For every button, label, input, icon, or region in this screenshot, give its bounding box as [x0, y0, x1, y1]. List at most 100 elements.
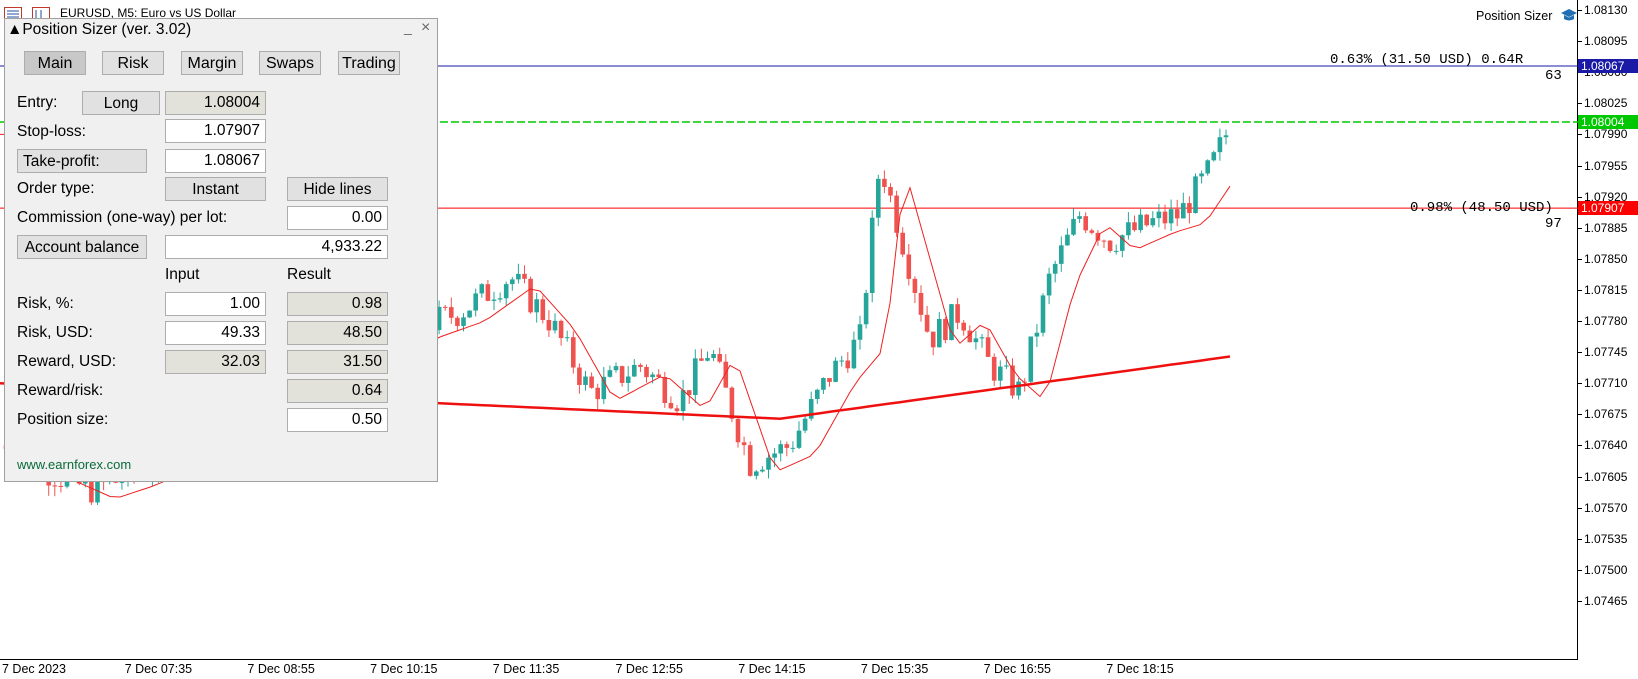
candle-body: [839, 360, 844, 362]
expert-name-label[interactable]: Position Sizer: [1476, 8, 1578, 23]
time-tick-label: 7 Dec 08:55: [247, 662, 315, 676]
candle-body: [497, 298, 503, 300]
candle-body: [1065, 234, 1070, 246]
candle-body: [827, 378, 832, 382]
price-tick-label: 1.08130: [1584, 3, 1628, 17]
candle-body: [711, 353, 716, 359]
order-type-button[interactable]: Instant: [165, 177, 266, 201]
input-column-header: Input: [165, 266, 200, 283]
candle-body: [1211, 152, 1217, 161]
position-size-label: Position size:: [17, 411, 109, 428]
hide-lines-button[interactable]: Hide lines: [287, 177, 388, 201]
candle-body: [900, 232, 905, 255]
panel-title[interactable]: ▲Position Sizer (ver. 3.02): [7, 21, 191, 39]
candle-body: [632, 364, 637, 377]
risk-percent-label: Risk, %:: [17, 295, 74, 312]
candle-body: [552, 320, 558, 331]
candle-body: [540, 299, 546, 320]
candle-body: [1174, 209, 1180, 219]
candle-body: [436, 306, 442, 331]
candle-body: [1040, 295, 1046, 333]
tab-swaps[interactable]: Swaps: [259, 51, 321, 75]
candle-body: [729, 387, 735, 419]
tab-trading[interactable]: Trading: [338, 51, 400, 75]
position-size-field[interactable]: 0.50: [287, 408, 388, 432]
candle-body: [1156, 211, 1162, 219]
candle-body: [1132, 222, 1137, 231]
candle-body: [955, 304, 960, 323]
candle-body: [668, 403, 674, 409]
commission-label: Commission (one-way) per lot:: [17, 209, 228, 226]
price-tick-label: 1.07815: [1584, 282, 1628, 297]
commission-field[interactable]: 0.00: [287, 206, 388, 230]
price-tick-label: 1.08095: [1584, 34, 1628, 49]
candle-body: [1004, 365, 1009, 367]
candle-body: [564, 337, 570, 339]
take-profit-field[interactable]: 1.08067: [165, 149, 266, 173]
candle-body: [1138, 214, 1143, 231]
stop-loss-points: 97: [1545, 216, 1562, 232]
candle-body: [851, 339, 857, 369]
price-tick: [1578, 538, 1582, 540]
candle-body: [680, 390, 686, 412]
time-axis[interactable]: 7 Dec 2023 7 Dec 07:35 7 Dec 08:55 7 Dec 10…: [0, 660, 1578, 679]
candle-body: [1205, 160, 1210, 174]
candle-body: [644, 366, 649, 378]
account-balance-button[interactable]: Account balance: [17, 235, 147, 259]
account-balance-field[interactable]: 4,933.22: [165, 235, 388, 259]
candle-body: [998, 366, 1003, 381]
risk-usd-result: 48.50: [287, 321, 388, 345]
price-tick: [1578, 600, 1582, 602]
candle-body: [845, 360, 851, 369]
candle-body: [1071, 218, 1076, 235]
expert-name-text: Position Sizer: [1476, 9, 1553, 23]
candle-body: [473, 293, 478, 311]
candle-body: [534, 299, 539, 313]
price-axis[interactable]: 1.081301.080951.080601.080251.079901.079…: [1578, 0, 1638, 679]
position-sizer-panel[interactable]: ▲Position Sizer (ver. 3.02) _ × Main Ris…: [4, 18, 438, 482]
risk-usd-input[interactable]: 49.33: [165, 321, 266, 345]
price-tick: [1578, 352, 1582, 354]
price-tick: [1578, 258, 1582, 260]
take-profit-button[interactable]: Take-profit:: [17, 149, 147, 173]
tab-main[interactable]: Main: [24, 51, 86, 75]
candle-body: [607, 370, 613, 377]
risk-percent-input[interactable]: 1.00: [165, 292, 266, 316]
direction-button[interactable]: Long: [82, 91, 160, 115]
candle-body: [894, 195, 899, 233]
candle-body: [784, 444, 790, 448]
collapse-triangle-icon[interactable]: ▲: [7, 21, 23, 38]
tab-risk[interactable]: Risk: [102, 51, 164, 75]
candle-body: [869, 217, 875, 294]
time-tick-label: 7 Dec 11:35: [492, 662, 560, 676]
candle-body: [1010, 365, 1015, 396]
minimize-button[interactable]: _: [404, 19, 412, 35]
order-type-label: Order type:: [17, 180, 95, 197]
candle-body: [1223, 135, 1229, 138]
candle-body: [912, 278, 918, 293]
price-tick-label: 1.07990: [1584, 127, 1628, 142]
candle-body: [674, 408, 680, 412]
price-tick: [1578, 41, 1582, 43]
stop-loss-field[interactable]: 1.07907: [165, 119, 266, 143]
risk-usd-label: Risk, USD:: [17, 324, 93, 341]
price-tick: [1578, 414, 1582, 416]
candle-body: [906, 254, 912, 279]
candle-body: [485, 284, 491, 301]
time-tick-label: 7 Dec 12:55: [615, 662, 683, 676]
candle-body: [656, 374, 661, 378]
stop-loss-annotation: 0.98% (48.50 USD): [1410, 200, 1553, 216]
website-link[interactable]: www.earnforex.com: [17, 457, 132, 472]
candle-body: [717, 353, 722, 362]
tab-margin[interactable]: Margin: [181, 51, 243, 75]
close-button[interactable]: ×: [421, 19, 431, 36]
take-profit-price-tag: 1.08067: [1578, 58, 1638, 73]
candle-body: [1113, 250, 1119, 252]
entry-field[interactable]: 1.08004: [165, 91, 266, 115]
candle-body: [650, 374, 655, 378]
candle-body: [1150, 218, 1156, 226]
candle-body: [943, 319, 948, 341]
candle-body: [52, 485, 58, 487]
candle-body: [882, 178, 887, 187]
candle-body: [979, 337, 985, 339]
